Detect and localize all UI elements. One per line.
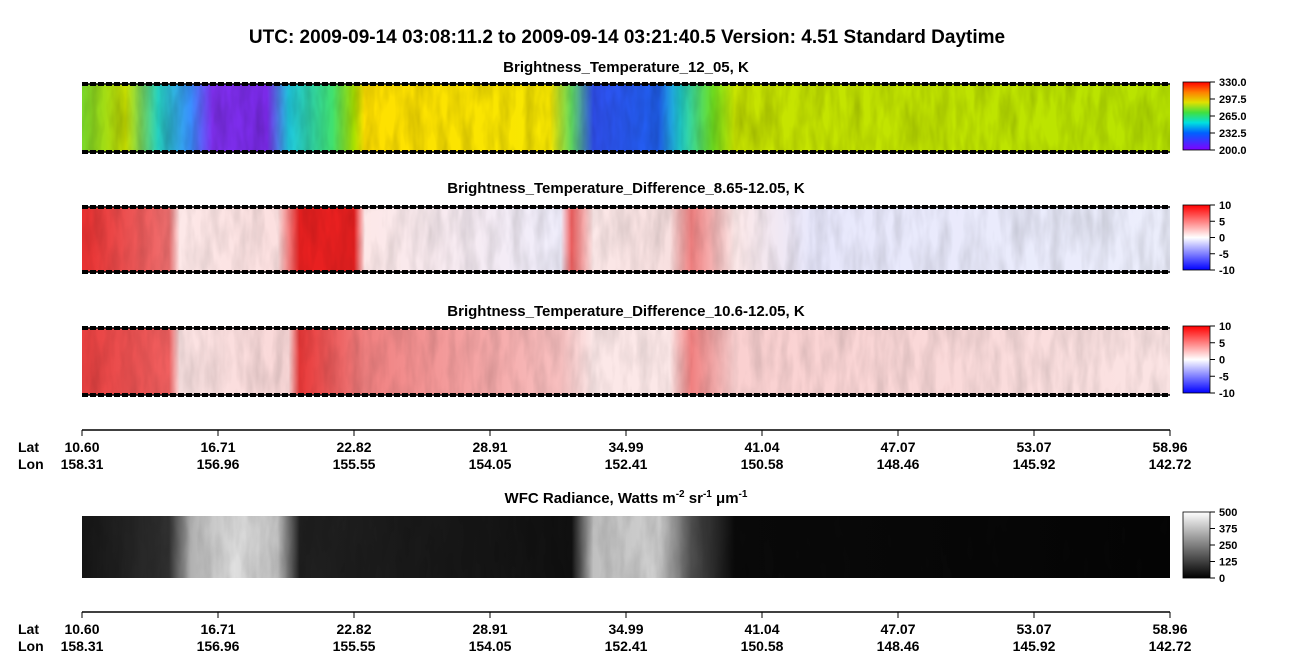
lat-tick: 10.60 [64,621,99,637]
lon-tick: 152.41 [605,456,648,472]
lat-tick: 16.71 [200,621,235,637]
colorbar [1182,511,1211,579]
colorbar [1182,81,1211,151]
colorbar-label: -5 [1219,249,1229,261]
colorbar-label: 0 [1219,573,1225,585]
lat-tick: 34.99 [608,439,643,455]
panel-title: Brightness_Temperature_Difference_8.65-1… [447,180,805,197]
lat-tick: 53.07 [1016,621,1051,637]
lon-tick: 142.72 [1149,638,1192,654]
lat-tick: 34.99 [608,621,643,637]
panel-title: WFC Radiance, Watts m-2 sr-1 μm-1 [505,489,748,507]
lon-tick: 145.92 [1013,638,1056,654]
colorbar-label: -5 [1219,371,1229,383]
lon-tick: 150.58 [741,456,784,472]
title-part: -1 [703,489,712,500]
lon-tick: 155.55 [333,638,376,654]
lat-tick: 41.04 [744,621,779,637]
lat-label: Lat [18,621,39,637]
colorbar-label: 500 [1219,507,1237,519]
panel-title: Brightness_Temperature_Difference_10.6-1… [447,303,805,320]
colorbar-label: 10 [1219,321,1231,333]
title-part: μm [712,490,739,507]
image-texture [82,84,1170,152]
panel-title: Brightness_Temperature_12_05, K [503,59,749,76]
lon-tick: 150.58 [741,638,784,654]
lon-tick: 154.05 [469,456,512,472]
lon-tick: 148.46 [877,456,920,472]
colorbar-label: 125 [1219,557,1237,569]
title-part: Brightness_Temperature_Difference_10.6-1… [447,303,805,320]
colorbar-label: 0 [1219,233,1225,245]
image-texture [82,207,1170,272]
title-part: -2 [676,489,685,500]
lon-tick: 158.31 [61,638,104,654]
lat-tick: 16.71 [200,439,235,455]
lat-tick: 53.07 [1016,439,1051,455]
colorbar-label: 330.0 [1219,77,1247,89]
title-part: sr [685,490,704,507]
lon-label: Lon [18,638,44,654]
lon-tick: 145.92 [1013,456,1056,472]
lat-tick: 28.91 [472,439,507,455]
colorbar [1182,325,1211,394]
colorbar-label: 297.5 [1219,94,1247,106]
page-title: UTC: 2009-09-14 03:08:11.2 to 2009-09-14… [249,27,1005,48]
colorbar-label: 250 [1219,540,1237,552]
colorbar [1182,204,1211,271]
lon-tick: 156.96 [197,456,240,472]
title-part: Brightness_Temperature_12_05, K [503,59,749,76]
lat-tick: 47.07 [880,439,915,455]
lat-tick: 41.04 [744,439,779,455]
lat-tick: 28.91 [472,621,507,637]
lon-tick: 142.72 [1149,456,1192,472]
lat-tick: 58.96 [1152,621,1187,637]
lon-tick: 156.96 [197,638,240,654]
title-part: -1 [739,489,748,500]
lat-tick: 58.96 [1152,439,1187,455]
title-part: Brightness_Temperature_Difference_8.65-1… [447,180,805,197]
colorbar-label: 10 [1219,200,1231,212]
image-texture [82,516,1170,578]
lon-tick: 158.31 [61,456,104,472]
lon-tick: 152.41 [605,638,648,654]
colorbar-label: 200.0 [1219,145,1247,157]
image-texture [82,328,1170,395]
colorbar-label: 232.5 [1219,128,1247,140]
colorbar-label: 265.0 [1219,111,1247,123]
lon-tick: 154.05 [469,638,512,654]
title-part: WFC Radiance, Watts m [505,490,676,507]
lat-tick: 47.07 [880,621,915,637]
lat-label: Lat [18,439,39,455]
colorbar-label: 0 [1219,355,1225,367]
colorbar-label: 5 [1219,338,1225,350]
lon-label: Lon [18,456,44,472]
colorbar-label: 5 [1219,216,1225,228]
lat-tick: 22.82 [336,621,371,637]
colorbar-label: -10 [1219,265,1235,277]
lat-tick: 10.60 [64,439,99,455]
lon-tick: 155.55 [333,456,376,472]
lat-tick: 22.82 [336,439,371,455]
colorbar-label: 375 [1219,524,1237,536]
lon-tick: 148.46 [877,638,920,654]
colorbar-label: -10 [1219,388,1235,400]
